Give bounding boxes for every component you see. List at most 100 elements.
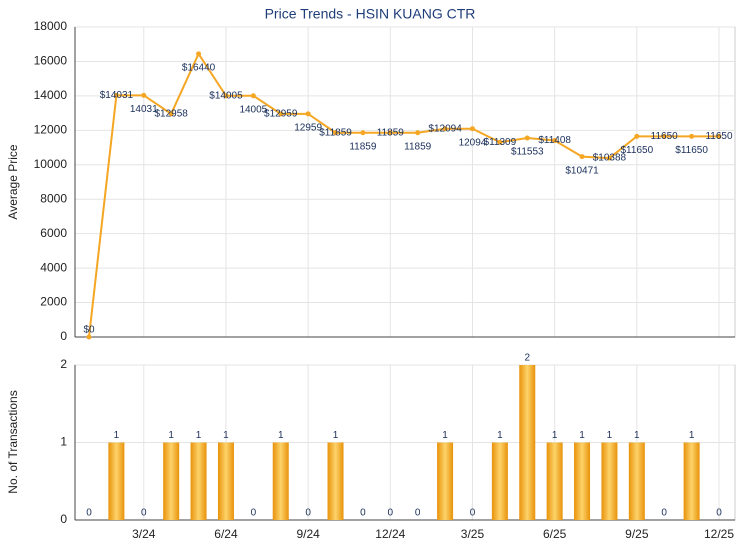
point	[278, 111, 284, 117]
point	[113, 92, 119, 98]
data-label: $14031	[100, 90, 134, 101]
data-label: 11650	[705, 131, 733, 142]
y-axis-label: Average Price	[6, 144, 20, 219]
point	[552, 138, 558, 144]
data-label: 1	[442, 430, 448, 441]
data-label: 14031	[130, 104, 158, 115]
y-tick-label: 2000	[40, 295, 67, 309]
data-label: $0	[83, 325, 95, 336]
data-label: 1	[552, 430, 558, 441]
point	[141, 92, 147, 98]
data-label: 1	[497, 430, 503, 441]
data-label: 11859	[349, 141, 377, 152]
bar	[683, 442, 700, 520]
bar	[108, 442, 125, 520]
bar	[217, 442, 234, 520]
point	[415, 130, 421, 136]
x-tick-label: 6/24	[214, 527, 238, 541]
data-label: 11859	[377, 127, 405, 138]
data-label: 0	[415, 508, 421, 519]
data-label: 0	[716, 508, 722, 519]
data-label: 1	[634, 430, 640, 441]
data-label: 11650	[651, 131, 679, 142]
y-tick-label: 10000	[34, 157, 68, 171]
point	[387, 130, 393, 136]
data-label: 0	[305, 508, 311, 519]
x-tick-label: 12/25	[704, 527, 734, 541]
data-label: 0	[360, 508, 366, 519]
x-tick-label: 6/25	[543, 527, 567, 541]
data-label: $12094	[428, 123, 462, 134]
data-label: 1	[168, 430, 174, 441]
bar	[546, 442, 563, 520]
point	[168, 111, 174, 117]
data-label: 0	[388, 508, 394, 519]
data-label: $11859	[319, 127, 352, 138]
point	[442, 126, 448, 132]
y-tick-label: 6000	[40, 226, 67, 240]
data-label: $11309	[484, 137, 517, 148]
data-label: 0	[251, 508, 257, 519]
data-label: 1	[196, 430, 202, 441]
point	[196, 51, 202, 57]
point	[579, 154, 585, 160]
bar	[574, 442, 591, 520]
y-axis-label: No. of Transactions	[6, 390, 20, 493]
data-label: 12959	[294, 122, 322, 133]
point	[469, 126, 475, 132]
bar	[163, 442, 180, 520]
x-tick-label: 12/24	[375, 527, 405, 541]
y-tick-label: 1	[60, 435, 67, 449]
data-label: 2	[524, 353, 530, 364]
bar	[327, 442, 344, 520]
bar	[272, 442, 289, 520]
bar	[628, 442, 645, 520]
data-label: $10471	[565, 165, 599, 176]
bar	[491, 442, 508, 520]
point	[250, 93, 256, 99]
bar	[519, 365, 536, 520]
point	[223, 93, 229, 99]
data-label: $16440	[182, 63, 216, 74]
data-label: $11553	[511, 147, 544, 158]
data-label: 1	[223, 430, 229, 441]
point	[716, 133, 722, 139]
data-label: $10388	[593, 153, 627, 164]
data-label: $11650	[675, 145, 708, 156]
y-tick-label: 12000	[34, 123, 68, 137]
data-label: 1	[579, 430, 585, 441]
point	[86, 334, 92, 340]
x-tick-label: 9/24	[296, 527, 320, 541]
y-tick-label: 18000	[34, 19, 68, 33]
data-label: 0	[141, 508, 147, 519]
data-label: 1	[689, 430, 695, 441]
data-label: $12959	[264, 108, 298, 119]
point	[606, 155, 612, 161]
data-label: 0	[86, 508, 92, 519]
y-tick-label: 4000	[40, 260, 67, 274]
data-label: $12958	[154, 108, 188, 119]
y-tick-label: 0	[60, 329, 67, 343]
data-label: 14005	[239, 104, 267, 115]
y-tick-label: 16000	[34, 54, 68, 68]
point	[305, 111, 311, 117]
point	[524, 135, 530, 141]
y-tick-label: 8000	[40, 191, 67, 205]
bar	[437, 442, 454, 520]
point	[634, 133, 640, 139]
data-label: 1	[333, 430, 339, 441]
data-label: 11859	[404, 141, 432, 152]
data-label: 0	[661, 508, 667, 519]
chart-title: Price Trends - HSIN KUANG CTR	[265, 6, 476, 22]
data-label: $11650	[621, 145, 654, 156]
x-tick-label: 3/24	[132, 527, 156, 541]
x-tick-label: 3/25	[461, 527, 485, 541]
data-label: 12094	[459, 137, 487, 148]
bar	[601, 442, 618, 520]
bar	[190, 442, 207, 520]
data-label: $11408	[538, 135, 571, 146]
point	[689, 133, 695, 139]
data-label: 1	[114, 430, 120, 441]
point	[360, 130, 366, 136]
